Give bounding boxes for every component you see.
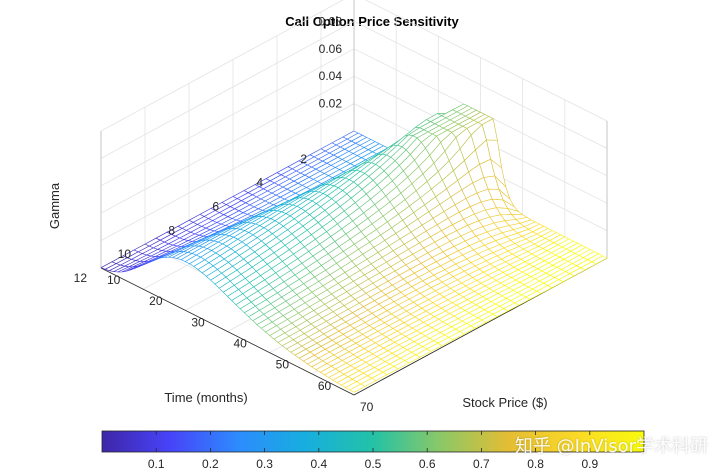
y-tick-label: 2 <box>300 152 307 166</box>
x-tick-label: 70 <box>360 400 374 414</box>
colorbar-tick-label: 0.7 <box>473 457 490 471</box>
z-tick-label: 0.02 <box>319 97 343 111</box>
colorbar-tick-label: 0.1 <box>148 457 165 471</box>
x-tick-label: 20 <box>149 294 163 308</box>
colorbar-ticks: 0.1 0.2 0.3 0.4 0.5 0.6 0.7 0.8 0.9 <box>148 431 598 471</box>
z-tick-label: 0.1 <box>325 0 342 1</box>
x-tick-label: 40 <box>234 337 248 351</box>
z-tick-label: 0.08 <box>319 14 343 28</box>
z-tick-label: 0.06 <box>319 42 343 56</box>
axis-ticks: 10 20 30 40 50 60 70 2 4 6 8 10 12 0.02 0.04 0.06 0.08 0.… <box>74 0 374 414</box>
colorbar-tick-label: 0.5 <box>365 457 382 471</box>
x-axis-label: Stock Price ($) <box>462 395 547 410</box>
x-tick-label: 30 <box>191 315 205 329</box>
colorbar-tick-label: 0.8 <box>527 457 544 471</box>
colorbar-tick-label: 0.6 <box>419 457 436 471</box>
z-tick-label: 0.04 <box>319 69 343 83</box>
y-tick-label: 6 <box>212 200 219 214</box>
watermark-text: 知乎 @InVisor学术科研 <box>514 436 708 457</box>
x-tick-label: 10 <box>107 273 121 287</box>
colorbar-tick-label: 0.2 <box>202 457 219 471</box>
colorbar-tick-label: 0.3 <box>256 457 273 471</box>
colorbar-tick-label: 0.4 <box>310 457 327 471</box>
y-tick-label: 4 <box>256 176 263 190</box>
y-tick-label: 10 <box>118 247 132 261</box>
colorbar-tick-label: 0.9 <box>581 457 598 471</box>
z-axis-label: Gamma <box>47 182 62 229</box>
y-tick-label: 8 <box>168 223 175 237</box>
mesh-cell <box>349 383 366 393</box>
chart-title: Call Option Price Sensitivity <box>285 14 459 29</box>
y-tick-label: 12 <box>74 271 88 285</box>
y-axis-label: Time (months) <box>164 390 247 405</box>
x-tick-label: 50 <box>276 358 290 372</box>
x-tick-label: 60 <box>318 379 332 393</box>
gamma-surface-mesh <box>100 103 608 393</box>
